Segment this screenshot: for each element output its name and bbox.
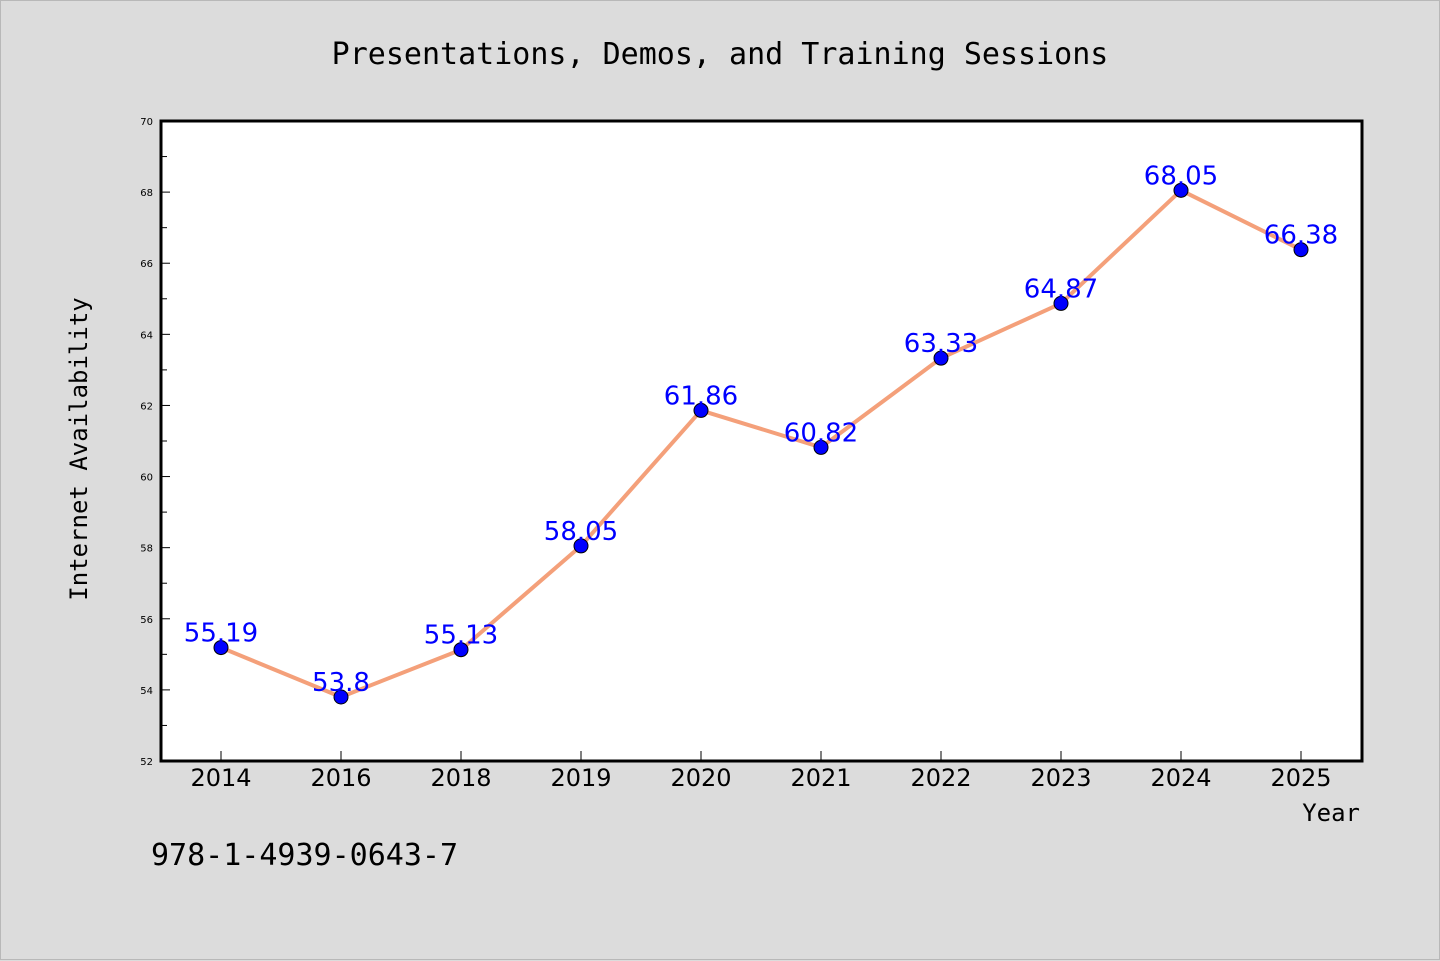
data-point (933, 350, 949, 366)
y-tick-label: 60 (140, 473, 153, 484)
series-line (213, 182, 1309, 705)
data-label: 58.05 (544, 517, 618, 547)
data-point (1293, 242, 1309, 258)
y-tick-label: 62 (140, 401, 153, 412)
data-label: 64.87 (1024, 274, 1098, 304)
data-label: 63.33 (904, 329, 978, 359)
y-tick-label: 56 (140, 615, 153, 626)
y-tick-label: 68 (140, 188, 153, 199)
data-label: 61.86 (664, 381, 738, 411)
data-label: 53.8 (312, 668, 370, 698)
x-axis: 2014 2016 2018 2019 2020 2021 2022 2023 2024 2025 (190, 751, 1332, 792)
data-point (453, 642, 469, 658)
data-label: 68.05 (1144, 161, 1218, 191)
x-tick-label: 2023 (1030, 764, 1091, 792)
y-tick-label: 64 (140, 330, 153, 341)
x-tick-label: 2022 (910, 764, 971, 792)
x-axis-label: Year (1302, 799, 1360, 827)
y-tick-label: 58 (140, 544, 153, 555)
x-tick-label: 2025 (1270, 764, 1331, 792)
data-point (573, 538, 589, 554)
x-tick-label: 2020 (670, 764, 731, 792)
y-tick-label: 66 (140, 259, 153, 270)
data-label: 55.19 (184, 619, 258, 649)
x-tick-label: 2021 (790, 764, 851, 792)
y-axis: 52 54 56 58 60 62 64 66 68 70 (140, 117, 170, 768)
x-tick-label: 2014 (190, 764, 251, 792)
series-polyline (220, 188, 1302, 699)
y-axis-label: Internet Availability (65, 297, 93, 600)
y-tick-label: 70 (140, 117, 153, 128)
data-label: 55.13 (424, 621, 498, 651)
data-point (1173, 182, 1189, 198)
data-point (693, 402, 709, 418)
data-point (333, 689, 349, 705)
data-label: 66.38 (1264, 221, 1338, 251)
data-label: 60.82 (784, 418, 858, 448)
y-tick-label: 54 (140, 686, 153, 697)
y-tick-label: 52 (140, 757, 153, 768)
data-point (1053, 295, 1069, 311)
data-labels: 55.19 53.8 55.13 58.05 61.86 60.82 63.33 64.87 6… (184, 161, 1338, 698)
x-tick-label: 2024 (1150, 764, 1211, 792)
isbn-text: 978-1-4939-0643-7 (151, 838, 458, 873)
x-tick-label: 2016 (310, 764, 371, 792)
x-tick-label: 2018 (430, 764, 491, 792)
data-point (813, 439, 829, 455)
plot-area (159, 119, 1364, 763)
x-tick-label: 2019 (550, 764, 611, 792)
chart-title: Presentations, Demos, and Training Sessi… (332, 37, 1109, 72)
data-point (213, 640, 229, 656)
